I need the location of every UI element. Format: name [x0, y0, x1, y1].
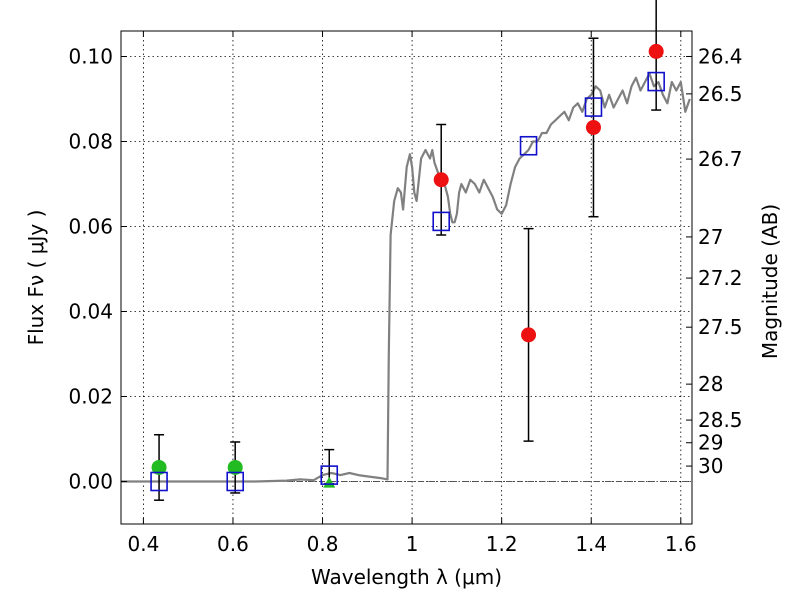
green-upper-limit-marker	[323, 476, 336, 488]
mag-tick-label: 26.4	[698, 44, 743, 68]
data-points	[150, 43, 665, 492]
model-square-point	[432, 211, 451, 232]
x-tick-label: 0.6	[217, 532, 249, 556]
y-tick-label: 0.10	[68, 45, 113, 69]
mag-tick-label: 27	[698, 225, 723, 249]
mag-tick-label: 28.5	[698, 408, 743, 432]
y-tick-label: 0.02	[68, 385, 113, 409]
mag-tick-label: 26.5	[698, 82, 743, 106]
y-tick-label: 0.06	[68, 215, 113, 239]
x-axis-label: Wavelength λ (μm)	[311, 565, 502, 589]
red-observed-point	[648, 43, 664, 59]
red-observed-point	[433, 172, 449, 188]
error-bars	[154, 0, 662, 501]
model-square-point	[226, 471, 244, 492]
model-spectrum	[121, 72, 691, 483]
mag-tick-label: 26.7	[698, 147, 743, 171]
red-observed-point	[521, 327, 537, 343]
green-observed-point	[227, 459, 243, 475]
model-square-point	[584, 97, 603, 117]
mag-tick-label: 27.5	[698, 315, 743, 339]
plot-frame	[120, 30, 693, 525]
y-tick-label: 0.08	[68, 130, 113, 154]
mag-tick-label: 30	[698, 454, 723, 478]
y-tick-label: 0.04	[68, 300, 113, 324]
red-observed-point	[585, 119, 601, 135]
model-square-point	[320, 465, 339, 485]
green-observed-point	[151, 459, 167, 475]
mag-tick-label: 27.2	[698, 266, 743, 290]
y2-axis-label: Magnitude (AB)	[758, 204, 782, 359]
x-tick-label: 1	[406, 532, 419, 556]
axis-ticks: 0.4 0.6 0.8 1 1.2 1.4 1.6 0.00 0.02 0.04 0.06 0.08 0…	[68, 31, 743, 556]
y-tick-label: 0.00	[68, 470, 113, 494]
y-axis-label: Flux Fν ( μJy )	[24, 210, 48, 346]
x-tick-label: 1.6	[665, 532, 697, 556]
x-tick-label: 0.8	[307, 532, 339, 556]
spectrum-line	[121, 72, 691, 483]
x-tick-label: 1.4	[575, 532, 607, 556]
x-tick-label: 0.4	[127, 532, 159, 556]
model-square-point	[647, 71, 665, 92]
mag-tick-label: 28	[698, 372, 723, 396]
model-square-point	[519, 135, 538, 156]
mag-tick-label: 29	[698, 431, 723, 455]
model-square-point	[150, 471, 168, 492]
x-tick-label: 1.2	[486, 532, 518, 556]
